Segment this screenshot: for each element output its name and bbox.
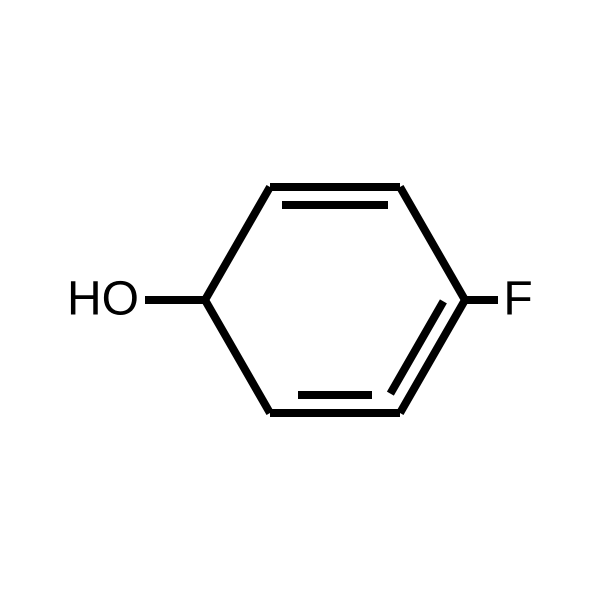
bonds-group [145, 187, 498, 413]
molecule-diagram: HO F [0, 0, 600, 600]
atom-label-HO: HO [67, 273, 139, 326]
atom-label-F: F [503, 273, 532, 326]
